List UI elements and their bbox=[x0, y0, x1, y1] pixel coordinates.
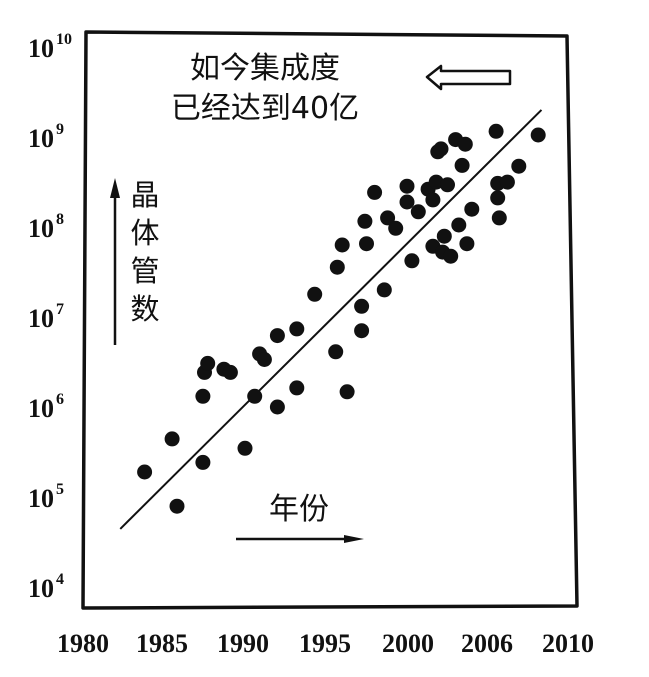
data-point bbox=[247, 388, 263, 404]
data-point bbox=[511, 158, 527, 174]
data-point bbox=[256, 352, 272, 367]
data-point bbox=[334, 237, 350, 253]
data-point bbox=[388, 220, 404, 236]
data-point bbox=[195, 454, 211, 470]
data-point bbox=[200, 355, 216, 371]
svg-text:9: 9 bbox=[56, 121, 64, 138]
data-point bbox=[451, 217, 467, 233]
svg-text:5: 5 bbox=[56, 481, 64, 498]
data-point bbox=[428, 174, 444, 190]
data-point bbox=[443, 248, 459, 264]
svg-text:10: 10 bbox=[28, 394, 54, 423]
data-point bbox=[329, 259, 345, 275]
data-point bbox=[433, 141, 449, 157]
data-point bbox=[488, 123, 504, 139]
x-tick-label: 1990 bbox=[217, 629, 269, 658]
data-points bbox=[137, 123, 546, 514]
data-point bbox=[499, 174, 515, 190]
arrow-up-icon bbox=[110, 178, 120, 198]
data-point bbox=[376, 282, 392, 298]
data-point bbox=[464, 201, 480, 217]
arrow-right-icon bbox=[344, 535, 364, 543]
svg-text:8: 8 bbox=[56, 211, 64, 228]
x-tick-label: 1985 bbox=[136, 629, 188, 658]
y-tick-label: 10 7 bbox=[28, 301, 64, 333]
data-point bbox=[399, 194, 415, 210]
x-tick-label: 2006 bbox=[461, 629, 513, 658]
annotation-line-2: 已经达到40亿 bbox=[171, 91, 359, 126]
data-point bbox=[339, 384, 355, 400]
trend-line bbox=[119, 109, 543, 530]
data-point bbox=[269, 399, 285, 415]
y-axis-label-char: 管 bbox=[130, 254, 159, 288]
svg-text:10: 10 bbox=[28, 304, 54, 333]
data-point bbox=[491, 210, 507, 226]
x-axis-label: 年份 bbox=[269, 492, 329, 527]
data-point bbox=[440, 177, 455, 193]
data-point bbox=[164, 431, 180, 447]
x-axis-tick-labels: 1980 1985 1990 1995 2000 2006 2010 bbox=[57, 629, 594, 658]
y-axis-label-char: 数 bbox=[130, 292, 159, 326]
y-tick-label: 10 5 bbox=[28, 481, 64, 513]
svg-text:10: 10 bbox=[28, 484, 54, 513]
data-point bbox=[380, 210, 396, 226]
svg-text:10: 10 bbox=[28, 214, 54, 243]
y-tick-label: 10 8 bbox=[28, 211, 64, 243]
svg-text:10: 10 bbox=[28, 124, 54, 153]
data-point bbox=[237, 440, 253, 456]
plot-frame bbox=[81, 30, 579, 610]
data-point bbox=[459, 236, 475, 252]
svg-text:6: 6 bbox=[56, 391, 64, 408]
svg-text:4: 4 bbox=[56, 571, 64, 588]
data-point bbox=[137, 464, 153, 480]
annotation-line-1: 如今集成度 bbox=[190, 51, 340, 86]
y-tick-label: 10 10 bbox=[28, 31, 72, 63]
svg-text:7: 7 bbox=[56, 301, 64, 318]
data-point bbox=[354, 298, 370, 314]
data-point bbox=[328, 344, 344, 360]
svg-text:10: 10 bbox=[28, 574, 54, 603]
data-point bbox=[354, 323, 370, 339]
data-point bbox=[404, 253, 420, 269]
data-point bbox=[490, 190, 506, 206]
y-tick-label: 10 9 bbox=[28, 121, 64, 153]
svg-text:10: 10 bbox=[28, 34, 54, 63]
x-tick-label: 1980 bbox=[57, 629, 109, 658]
data-point bbox=[269, 328, 285, 344]
data-point bbox=[399, 178, 415, 194]
y-tick-label: 10 4 bbox=[28, 571, 64, 603]
data-point bbox=[357, 213, 373, 229]
y-tick-label: 10 6 bbox=[28, 391, 64, 423]
data-point bbox=[454, 157, 470, 173]
data-point bbox=[169, 498, 185, 514]
x-tick-label: 2000 bbox=[382, 629, 434, 658]
data-point bbox=[367, 184, 383, 200]
data-point bbox=[289, 321, 305, 337]
svg-text:10: 10 bbox=[56, 31, 72, 48]
y-axis-label-char: 体 bbox=[130, 216, 159, 250]
x-tick-label: 1995 bbox=[299, 629, 351, 658]
x-tick-label: 2010 bbox=[542, 629, 594, 658]
data-point bbox=[222, 364, 238, 380]
data-point bbox=[530, 127, 546, 143]
data-point bbox=[289, 380, 305, 396]
data-point bbox=[410, 204, 426, 220]
arrow-left-icon bbox=[425, 64, 512, 91]
y-axis-label-char: 晶 bbox=[130, 178, 159, 212]
data-point bbox=[436, 228, 452, 244]
data-point bbox=[195, 388, 211, 404]
data-point bbox=[359, 236, 374, 252]
data-point bbox=[457, 136, 473, 152]
data-point bbox=[425, 192, 441, 208]
data-point bbox=[307, 286, 323, 302]
